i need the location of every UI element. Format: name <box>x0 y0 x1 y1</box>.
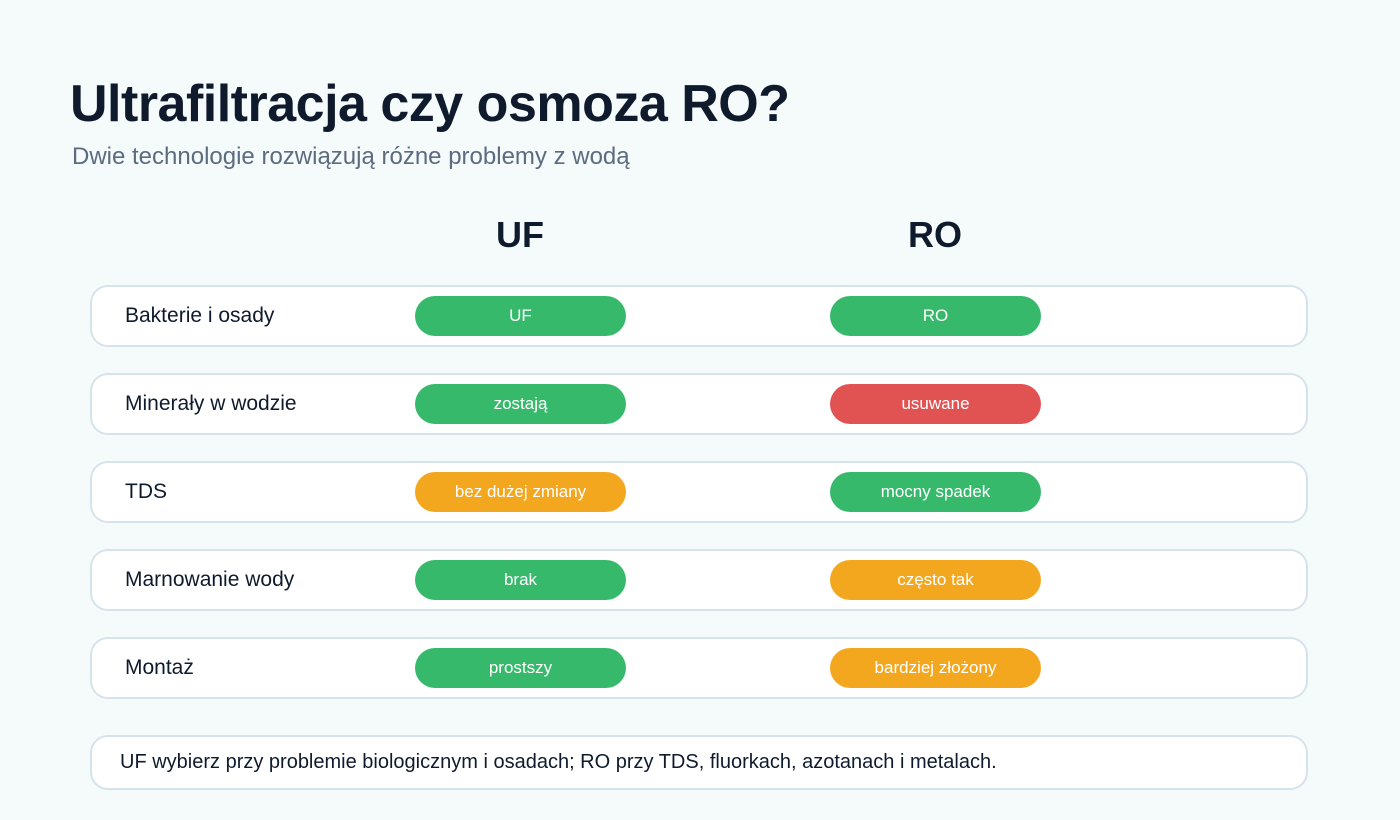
column-header-ro: RO <box>908 214 962 255</box>
summary-note: UF wybierz przy problemie biologicznym i… <box>90 735 1308 790</box>
comparison-row-tds: TDS bez dużej zmiany mocny spadek <box>90 461 1308 523</box>
uf-status-badge: zostają <box>415 384 626 424</box>
ro-status-badge: mocny spadek <box>830 472 1041 512</box>
row-label: Montaż <box>125 656 194 679</box>
ro-status-badge: bardziej złożony <box>830 648 1041 688</box>
uf-status-badge: UF <box>415 296 626 336</box>
summary-note-text: UF wybierz przy problemie biologicznym i… <box>120 751 997 773</box>
ro-status-badge: RO <box>830 296 1041 336</box>
uf-status-badge: bez dużej zmiany <box>415 472 626 512</box>
uf-status-badge: brak <box>415 560 626 600</box>
column-header-uf: UF <box>496 214 544 255</box>
row-label: TDS <box>125 480 167 503</box>
comparison-row-bacteria: Bakterie i osady UF RO <box>90 285 1308 347</box>
ro-status-badge: usuwane <box>830 384 1041 424</box>
row-label: Marnowanie wody <box>125 568 295 591</box>
comparison-row-minerals: Minerały w wodzie zostają usuwane <box>90 373 1308 435</box>
row-label: Minerały w wodzie <box>125 392 297 415</box>
page-title: Ultrafiltracja czy osmoza RO? <box>70 75 790 133</box>
comparison-row-installation: Montaż prostszy bardziej złożony <box>90 637 1308 699</box>
row-label: Bakterie i osady <box>125 304 275 327</box>
ro-status-badge: często tak <box>830 560 1041 600</box>
comparison-row-water-waste: Marnowanie wody brak często tak <box>90 549 1308 611</box>
uf-status-badge: prostszy <box>415 648 626 688</box>
page-subtitle: Dwie technologie rozwiązują różne proble… <box>72 143 630 170</box>
